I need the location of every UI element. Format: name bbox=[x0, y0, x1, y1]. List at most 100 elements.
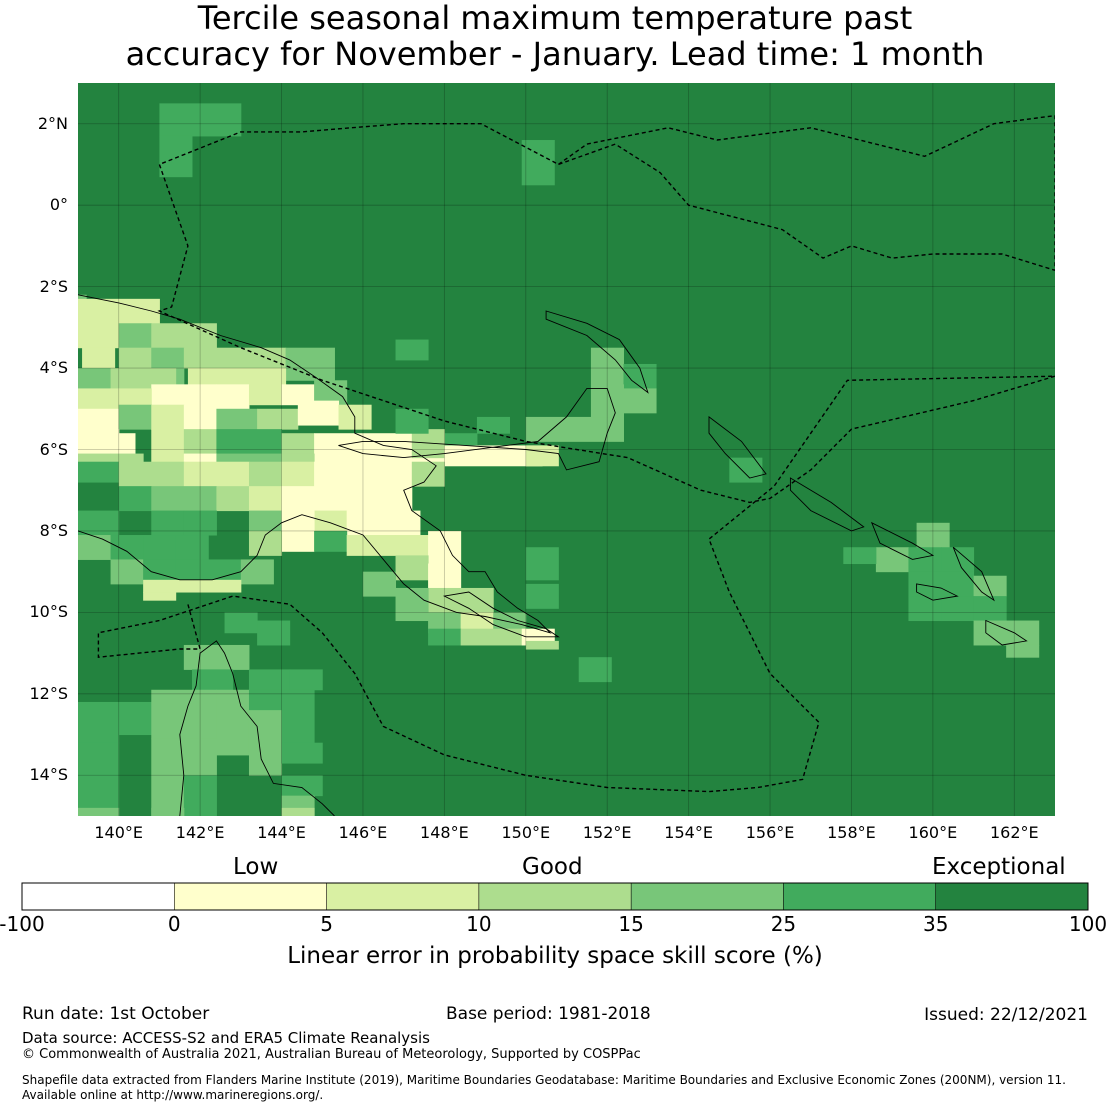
skill-cell bbox=[578, 657, 612, 683]
skill-cell bbox=[78, 323, 120, 349]
chart-title-line-2: accuracy for November - January. Lead ti… bbox=[125, 35, 985, 73]
longitude-label: 140°E bbox=[94, 823, 144, 842]
skill-cell bbox=[248, 486, 283, 512]
skill-cell bbox=[175, 535, 209, 560]
skill-cell bbox=[159, 103, 242, 137]
colorbar-bin bbox=[326, 883, 480, 910]
skill-cell bbox=[216, 486, 250, 512]
skill-cell bbox=[191, 669, 234, 691]
skill-cell bbox=[183, 429, 217, 455]
island-coastline bbox=[545, 310, 649, 394]
skill-cell bbox=[395, 587, 429, 622]
colorbar-title: Linear error in probability space skill … bbox=[287, 943, 823, 969]
colorbar-tick-label: 5 bbox=[320, 912, 333, 936]
skill-cell bbox=[289, 669, 323, 691]
skill-cell bbox=[183, 347, 287, 369]
island-coastline bbox=[789, 477, 865, 532]
skill-cell bbox=[387, 510, 421, 536]
colorbar-bin bbox=[478, 883, 632, 910]
skill-cell bbox=[183, 510, 217, 536]
longitude-label: 146°E bbox=[338, 823, 388, 842]
skill-cell bbox=[729, 457, 763, 483]
skill-cell bbox=[110, 535, 144, 560]
longitude-label: 148°E bbox=[420, 823, 469, 842]
skill-cell bbox=[395, 339, 429, 361]
skill-cell bbox=[118, 701, 152, 736]
run-date: Run date: 1st October bbox=[22, 1004, 210, 1024]
skill-cell bbox=[395, 555, 429, 581]
latitude-label: 10°S bbox=[29, 602, 68, 622]
colorbar-tick-label: 15 bbox=[618, 912, 644, 936]
skill-cell bbox=[395, 408, 429, 434]
data-source: Data source: ACCESS-S2 and ERA5 Climate … bbox=[22, 1029, 430, 1047]
skill-cell bbox=[151, 738, 185, 816]
colorbar-bin bbox=[22, 883, 175, 910]
skill-cell bbox=[78, 461, 120, 483]
skill-cell bbox=[159, 135, 193, 178]
skill-cell bbox=[216, 689, 250, 756]
new-guinea-coastline bbox=[78, 294, 552, 634]
longitude-label: 156°E bbox=[745, 823, 795, 842]
skill-cell bbox=[110, 368, 177, 389]
skill-cell bbox=[590, 347, 624, 385]
colorbar-category-label: Low bbox=[233, 854, 279, 880]
skill-cell bbox=[248, 689, 283, 711]
colorbar-tick-label: 0 bbox=[167, 912, 181, 936]
coastlines bbox=[78, 294, 1028, 816]
island-coastline bbox=[708, 415, 767, 479]
skill-cell bbox=[285, 347, 335, 381]
skill-cell bbox=[908, 596, 942, 622]
latitude-label: 0° bbox=[49, 195, 68, 215]
skill-cell bbox=[78, 368, 112, 389]
skill-cell bbox=[281, 461, 315, 487]
longitude-label: 152°E bbox=[582, 823, 632, 842]
skill-cell bbox=[257, 408, 299, 430]
skill-cell bbox=[428, 612, 462, 634]
skill-cell bbox=[151, 323, 217, 349]
skill-cell bbox=[346, 510, 388, 536]
skill-cell bbox=[941, 596, 975, 622]
longitude-label: 158°E bbox=[827, 823, 876, 842]
skill-cell bbox=[281, 689, 315, 744]
skill-cell bbox=[187, 368, 287, 385]
skill-cell bbox=[183, 461, 250, 487]
skill-cell bbox=[248, 461, 283, 487]
colorbar-bin bbox=[631, 883, 784, 910]
latitude-label: 8°S bbox=[39, 520, 68, 540]
skill-cell bbox=[281, 486, 315, 512]
skill-cell bbox=[248, 669, 291, 691]
skill-cell bbox=[1006, 644, 1040, 658]
skill-cell bbox=[460, 628, 527, 646]
skill-cell bbox=[78, 742, 120, 809]
colorbar-tick-label: 25 bbox=[770, 912, 797, 936]
eez-boundary bbox=[97, 114, 1055, 793]
island-coastline bbox=[952, 546, 995, 602]
colorbar-tick-label: 35 bbox=[922, 912, 949, 936]
skill-cell bbox=[525, 583, 559, 609]
colorbar-category-label: Good bbox=[522, 854, 583, 880]
skill-cell bbox=[521, 140, 555, 186]
skill-cell bbox=[525, 416, 624, 442]
skill-cell bbox=[395, 535, 429, 556]
shapefile-note-line-2: Available online at http://www.marinereg… bbox=[22, 1088, 324, 1102]
skill-cell bbox=[78, 535, 112, 560]
island-coastline bbox=[916, 583, 959, 601]
skill-cell bbox=[875, 547, 909, 573]
base-period: Base period: 1981-2018 bbox=[446, 1004, 651, 1024]
colorbar-tick-label: -100 bbox=[0, 912, 45, 936]
skill-cell bbox=[525, 547, 559, 581]
colorbar-tick-label: 10 bbox=[466, 912, 492, 936]
skill-cell bbox=[281, 775, 323, 797]
skill-cell bbox=[78, 510, 120, 536]
skill-cell bbox=[314, 461, 348, 512]
skill-cell bbox=[297, 400, 340, 426]
copyright-note: © Commonwealth of Australia 2021, Austra… bbox=[22, 1047, 641, 1062]
skill-cell bbox=[248, 384, 283, 406]
chart-title: Tercile seasonal maximum temperature pas… bbox=[0, 0, 1110, 72]
skill-cell bbox=[151, 689, 217, 740]
skill-cell bbox=[281, 510, 315, 552]
latitude-label: 4°S bbox=[39, 358, 68, 378]
skill-cell bbox=[623, 388, 657, 414]
skill-cell bbox=[151, 807, 185, 816]
